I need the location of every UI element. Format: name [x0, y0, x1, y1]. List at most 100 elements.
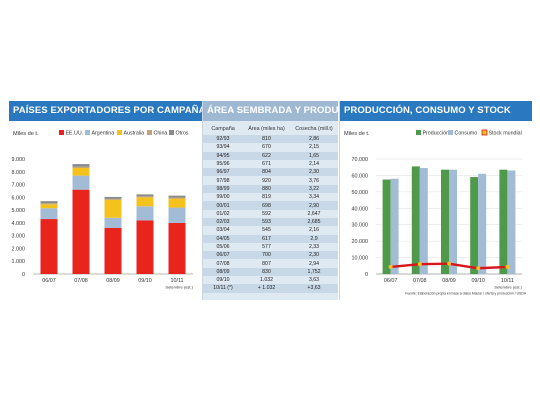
stock-point — [388, 264, 393, 269]
cell-harvest: 2,16 — [308, 227, 320, 234]
table-row: 92/93 810 2,86 — [203, 135, 338, 144]
col-area: Área (miles ha) — [248, 126, 285, 132]
legend-label-0: EE.UU. — [66, 131, 84, 137]
table-row: 06/07 700 2,30 — [203, 251, 338, 260]
bar-segment — [136, 197, 154, 207]
legend-swatch-1 — [448, 130, 453, 135]
cell-area: 671 — [262, 161, 271, 168]
cell-campaign: 01/02 — [216, 210, 230, 217]
bar-segment — [136, 220, 154, 274]
cell-campaign: 09/10 — [216, 277, 230, 284]
cell-area: 592 — [262, 210, 271, 217]
cell-area: 617 — [262, 235, 271, 242]
cell-campaign: 07/08 — [216, 260, 230, 267]
table-row: 94/95 622 1,65 — [203, 151, 338, 160]
legend-label-1: Consumo — [455, 131, 478, 137]
table-row: 97/98 920 3,76 — [203, 176, 338, 184]
cell-area: 593 — [262, 219, 271, 226]
bar-segment — [40, 208, 58, 220]
legend-swatch-2 — [481, 129, 488, 136]
bar-segment — [40, 203, 58, 205]
table-row: 09/10 1.032 3,63 — [203, 276, 338, 284]
bar — [382, 179, 391, 274]
bar-segment — [168, 198, 186, 208]
exporters-ylabel: Miles de t. — [13, 131, 39, 137]
table-row: 99/00 819 3,34 — [203, 193, 338, 201]
y-tick-label: 2.000 — [12, 246, 26, 252]
exporters-xlabel: Setembre (est.) — [165, 285, 193, 290]
legend-swatch-2 — [117, 130, 122, 135]
x-tick-label: 10/11 — [501, 278, 514, 284]
bar — [390, 178, 399, 274]
y-tick-label: 0 — [365, 272, 368, 278]
production-chart: Miles de t. Producción Consumo Stock mundia… — [344, 129, 527, 296]
bar — [470, 177, 479, 274]
stock-point — [476, 266, 481, 271]
cell-area: + 1.032 — [257, 285, 276, 292]
y-tick-label: 9.000 — [12, 157, 26, 163]
bar-segment — [136, 206, 154, 221]
cell-area: 1.032 — [260, 277, 273, 284]
cell-harvest: 2,9 — [310, 235, 318, 242]
legend-label-0: Producción — [423, 131, 450, 137]
legend-label-1: Argentina — [92, 131, 115, 137]
y-tick-label: 4.000 — [12, 221, 26, 227]
cell-campaign: 04/05 — [216, 235, 230, 242]
x-tick-label: 08/09 — [106, 278, 120, 284]
y-tick-label: 5.000 — [12, 208, 26, 214]
legend-swatch-0 — [416, 130, 421, 135]
table-row: 93/94 670 2,15 — [203, 143, 338, 151]
y-tick-label: 3.000 — [12, 234, 26, 240]
table-row: 96/97 804 2,30 — [203, 168, 338, 177]
bar-segment — [168, 195, 186, 198]
y-tick-label: 50.000 — [352, 190, 369, 196]
bar — [441, 169, 449, 274]
exporters-chart: Miles de t. EE.UU. Argentina Australia China… — [12, 130, 194, 290]
cell-harvest: 3,76 — [308, 177, 320, 184]
cell-harvest: 2,30 — [308, 169, 320, 176]
col-harvest: Cosecha (mill.t) — [295, 126, 333, 132]
cell-area: 698 — [262, 202, 271, 209]
bar-segment — [104, 198, 122, 200]
legend-label-2: Australia — [124, 131, 145, 137]
legend-swatch-0 — [59, 130, 64, 135]
bar-segment — [72, 164, 90, 167]
table-row: 04/05 617 2,9 — [203, 234, 338, 243]
cell-harvest: 2,30 — [308, 252, 320, 259]
cell-campaign: 95/96 — [216, 161, 230, 168]
bar — [449, 169, 457, 274]
bar — [507, 170, 516, 274]
bar — [411, 166, 420, 274]
cell-area: 880 — [262, 185, 271, 192]
y-tick-label: 10.000 — [352, 256, 369, 262]
cell-campaign: 93/94 — [216, 144, 230, 151]
cell-area: 920 — [262, 177, 271, 184]
table-row: 01/02 592 2,647 — [203, 210, 338, 218]
cell-campaign: 08/09 — [216, 268, 230, 275]
table-row: 10/11 (*) + 1.032 +3,63 — [203, 284, 338, 293]
x-tick-label: 06/07 — [42, 278, 56, 284]
bar-segment — [104, 199, 122, 218]
cell-area: 819 — [262, 194, 271, 201]
legend-swatch-4 — [169, 130, 174, 135]
production-source: Fuente: Elaboración propia en base a dat… — [405, 292, 527, 296]
cell-campaign: 03/04 — [216, 227, 230, 234]
bar-segment — [72, 167, 90, 176]
cell-campaign: 92/93 — [216, 136, 230, 143]
y-tick-label: 20.000 — [352, 239, 369, 245]
bar — [478, 173, 487, 274]
cell-area: 577 — [262, 244, 271, 250]
cell-campaign: 94/95 — [216, 152, 230, 159]
cell-harvest: 2,685 — [307, 219, 321, 226]
x-tick-label: 10/11 — [170, 278, 183, 284]
production-title: PRODUCCIÓN, CONSUMO Y STOCK — [340, 101, 532, 121]
bar-segment — [72, 166, 90, 168]
stock-point — [417, 262, 422, 267]
cell-campaign: 96/97 — [216, 169, 230, 176]
legend-label-3: China — [154, 131, 168, 137]
cell-harvest: 2,90 — [308, 202, 320, 209]
cell-harvest: 3,63 — [308, 277, 320, 284]
x-tick-label: 06/07 — [384, 278, 398, 284]
table-row: 08/09 830 1,752 — [203, 267, 338, 277]
area-table-body: 92/93 810 2,86 93/94 670 2,15 94/95 622 1,65 95/9… — [203, 135, 338, 293]
